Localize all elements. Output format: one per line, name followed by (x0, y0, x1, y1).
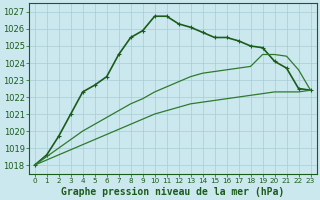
X-axis label: Graphe pression niveau de la mer (hPa): Graphe pression niveau de la mer (hPa) (61, 186, 284, 197)
